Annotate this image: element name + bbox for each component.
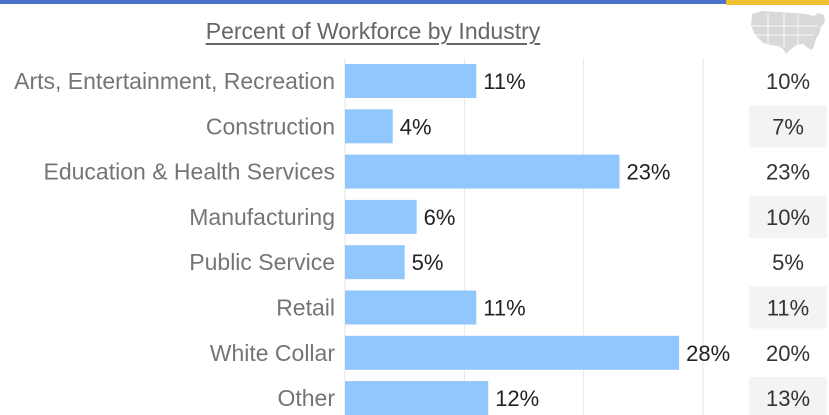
bar: [345, 199, 417, 234]
category-label: Retail: [276, 295, 335, 321]
bar-value-label: 12%: [495, 386, 539, 411]
usa-map-icon: [751, 11, 825, 54]
us-value-label: 23%: [766, 160, 810, 185]
bar: [345, 154, 620, 189]
category-label: Manufacturing: [189, 204, 335, 230]
us-value-label: 10%: [766, 69, 810, 94]
us-value-label: 11%: [767, 296, 809, 321]
bar-value-label: 11%: [483, 69, 525, 94]
us-value-cell: [749, 377, 827, 415]
us-value-label: 10%: [766, 205, 810, 230]
us-value-label: 5%: [772, 250, 804, 275]
us-value-cell: [749, 286, 827, 329]
top-right-accent: [726, 0, 829, 5]
bar-value-label: 5%: [412, 250, 444, 275]
bar: [345, 245, 405, 280]
bar-value-label: 6%: [424, 205, 456, 230]
bar: [345, 109, 393, 144]
category-label: Public Service: [189, 249, 335, 275]
category-label: Other: [277, 385, 335, 411]
bar: [345, 64, 477, 98]
top-accent-bar: [0, 0, 829, 4]
bar: [345, 381, 489, 415]
us-value-label: 13%: [766, 386, 810, 411]
usa-map-borders: [752, 13, 818, 48]
bar: [345, 335, 680, 370]
category-label: White Collar: [210, 340, 336, 366]
us-value-label: 7%: [772, 114, 804, 139]
category-label: Education & Health Services: [44, 159, 336, 185]
bar: [345, 290, 477, 325]
us-value-cell: [749, 195, 827, 238]
usa-map-shape: [751, 11, 825, 54]
bar-value-label: 28%: [686, 341, 730, 366]
bar-value-label: 23%: [626, 160, 670, 185]
us-value-cell: [749, 105, 827, 148]
bar-value-label: 11%: [483, 296, 525, 321]
bar-value-label: 4%: [400, 114, 432, 139]
category-label: Arts, Entertainment, Recreation: [14, 68, 335, 94]
category-label: Construction: [206, 113, 335, 139]
chart-title: Percent of Workforce by Industry: [205, 18, 541, 44]
us-value-label: 20%: [766, 341, 810, 366]
